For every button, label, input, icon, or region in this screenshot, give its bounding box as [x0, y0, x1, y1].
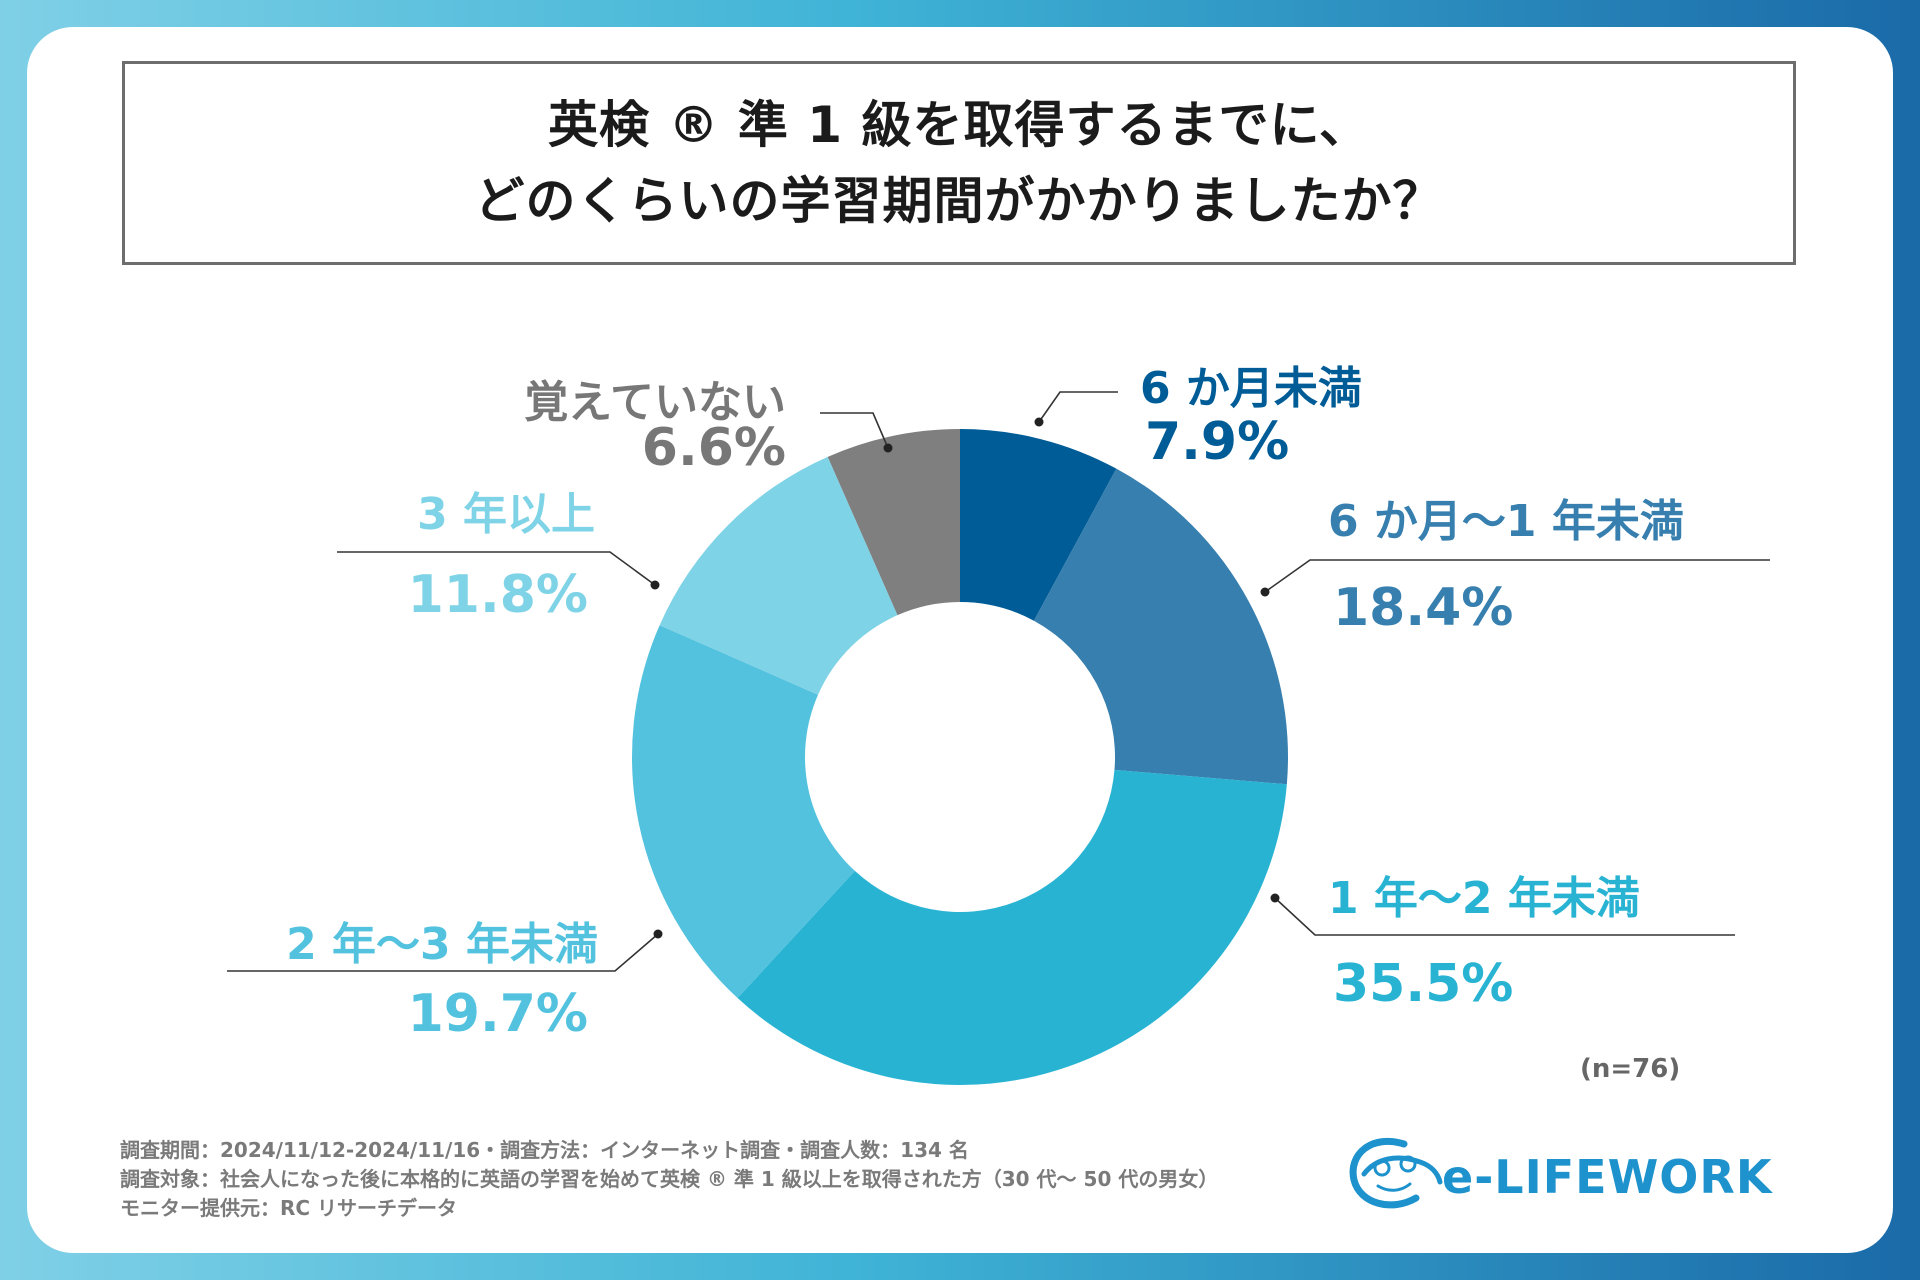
- label-pct-dont-remember: 6.6%: [641, 418, 786, 478]
- slice-dont-remember: [827, 429, 960, 616]
- label-name-dont-remember: 覚えていない: [524, 377, 786, 428]
- survey-footer: 調査期間：2024/11/12-2024/11/16・調査方法：インターネット調…: [120, 1136, 1218, 1223]
- slice-1-to-2-years: [737, 769, 1287, 1085]
- logo-text: e-LIFEWORK: [1442, 1150, 1773, 1204]
- label-name-2-to-3-years: 2 年～3 年未満: [286, 919, 598, 970]
- leader-line: [1264, 559, 1770, 593]
- label-pct-3-years-plus: 11.8%: [407, 565, 588, 625]
- leader-line: [820, 412, 889, 449]
- logo-mark-icon: [1349, 1137, 1443, 1209]
- leader-dot: [1260, 587, 1270, 597]
- label-name-6-months-to-1-year: 6 か月～1 年未満: [1328, 496, 1684, 547]
- title-box: 英検 ® 準 1 級を取得するまでに、 どのくらいの学習期間がかかりましたか？: [122, 61, 1796, 265]
- leader-dot: [650, 580, 660, 590]
- label-pct-2-to-3-years: 19.7%: [407, 984, 588, 1044]
- footer-line-1: 調査期間：2024/11/12-2024/11/16・調査方法：インターネット調…: [120, 1138, 969, 1162]
- footer-line-2: 調査対象：社会人になった後に本格的に英語の学習を始めて英検 ® 準 1 級以上を…: [120, 1167, 1219, 1191]
- label-name-1-to-2-years: 1 年～2 年未満: [1328, 873, 1640, 924]
- leader-dot: [883, 443, 893, 453]
- leader-dot: [1270, 893, 1280, 903]
- label-pct-under-6-months: 7.9%: [1145, 412, 1290, 472]
- leader-line: [1274, 897, 1735, 936]
- title-line-1: 英検 ® 準 1 級を取得するまでに、: [548, 96, 1370, 154]
- slice-6-months-to-1-year: [1033, 468, 1288, 785]
- leader-line: [227, 933, 659, 972]
- label-pct-1-to-2-years: 35.5%: [1333, 954, 1514, 1014]
- slice-under-6-months: [960, 429, 1117, 621]
- leader-line: [1038, 391, 1118, 423]
- label-pct-6-months-to-1-year: 18.4%: [1333, 578, 1514, 638]
- leader-dot: [653, 929, 663, 939]
- slice-2-to-3-years: [632, 625, 855, 999]
- footer-line-3: モニター提供元：RC リサーチデータ: [120, 1196, 458, 1220]
- leader-dot: [1034, 417, 1044, 427]
- slice-3-years-plus: [659, 456, 898, 695]
- title-line-2: どのくらいの学習期間がかかりましたか？: [474, 172, 1444, 230]
- sample-size: (n=76): [1580, 1054, 1681, 1084]
- label-name-3-years-plus: 3 年以上: [417, 489, 595, 540]
- label-name-under-6-months: 6 か月未満: [1140, 363, 1362, 414]
- leader-line: [337, 551, 656, 586]
- logo: e-LIFEWORK: [1342, 1128, 1802, 1218]
